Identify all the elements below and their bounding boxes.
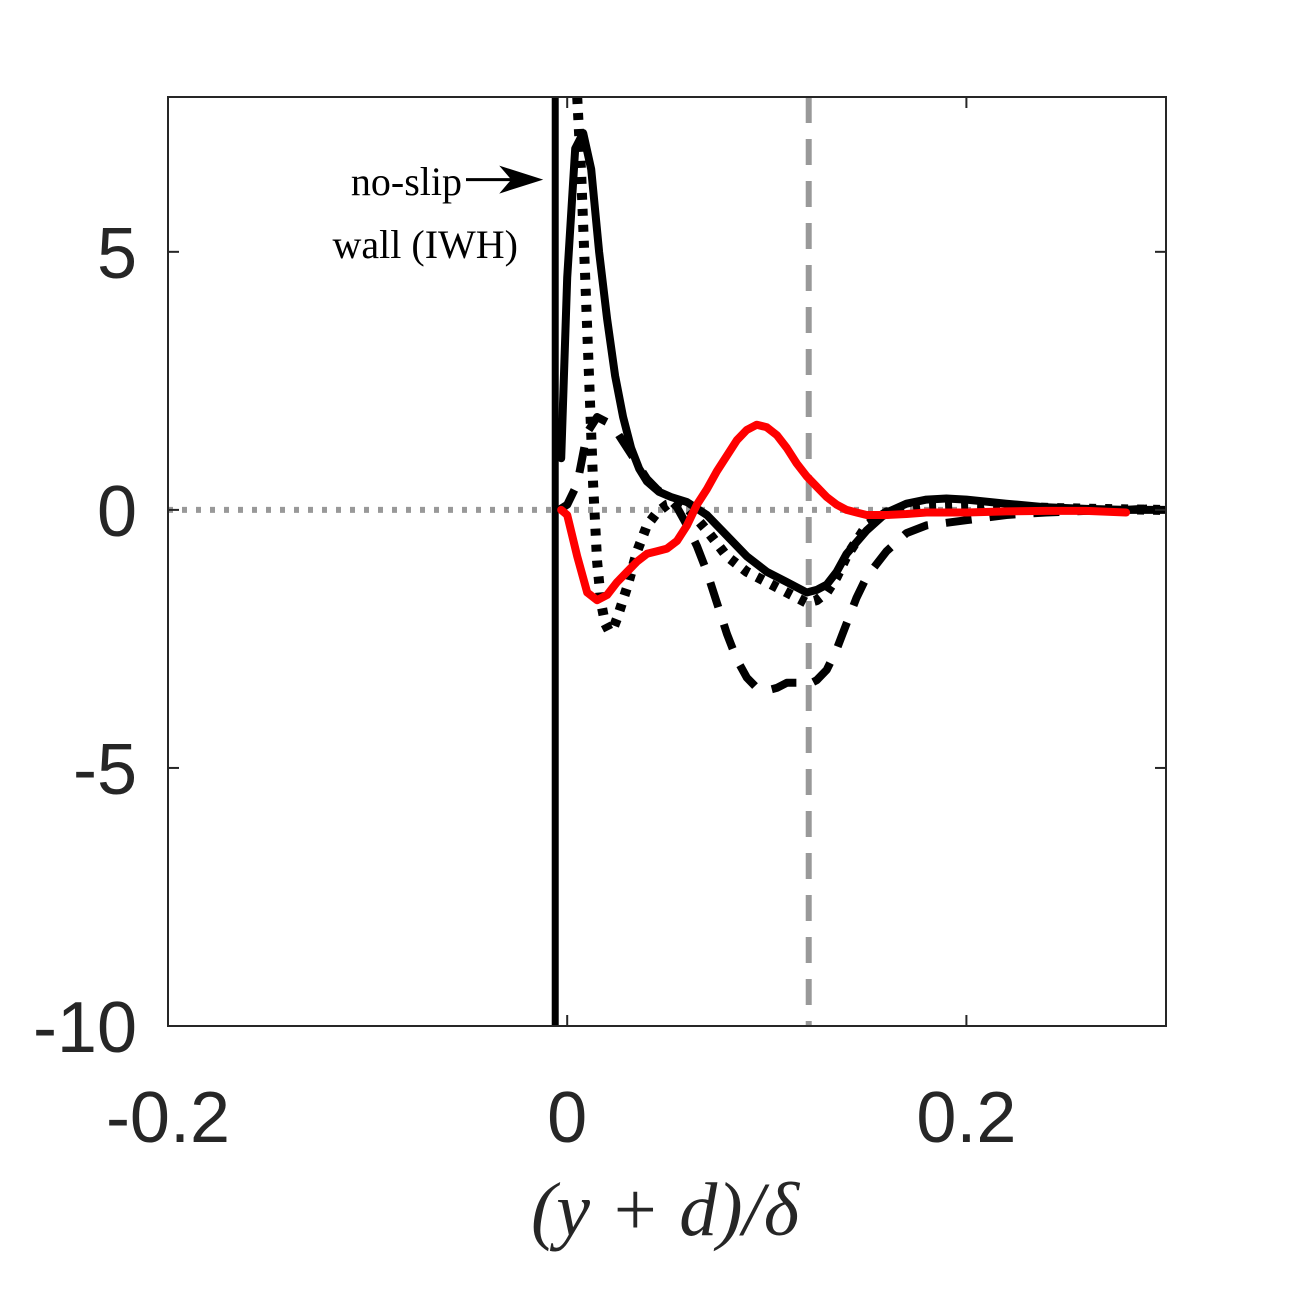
- series-layer: [557, 97, 1166, 695]
- series-black-solid-peak: [557, 129, 1166, 597]
- x-tick-label: 0: [547, 1078, 587, 1158]
- y-tick-label: -5: [73, 730, 137, 810]
- reference-lines-layer: [168, 97, 1166, 1026]
- annotation-line1: no-slip: [351, 159, 462, 204]
- annotation-line2: wall (IWH): [333, 222, 518, 267]
- y-tick-label: 0: [97, 472, 137, 552]
- plot-frame: [167, 96, 1167, 1027]
- x-tick-label: -0.2: [106, 1078, 230, 1158]
- annotation-layer: no-slip wall (IWH): [333, 159, 544, 267]
- annotation-arrow-head: [499, 165, 544, 194]
- series-black-dashed: [557, 413, 1166, 695]
- y-tick-label: 5: [97, 214, 137, 294]
- x-axis-title: (y + d)/δ: [531, 1168, 801, 1252]
- axes-layer: -0.2 0 0.2 -10 -5 0 5: [33, 96, 1167, 1158]
- y-tick-label: -10: [33, 988, 137, 1068]
- series-red-solid: [557, 420, 1131, 605]
- x-tick-label: 0.2: [916, 1078, 1016, 1158]
